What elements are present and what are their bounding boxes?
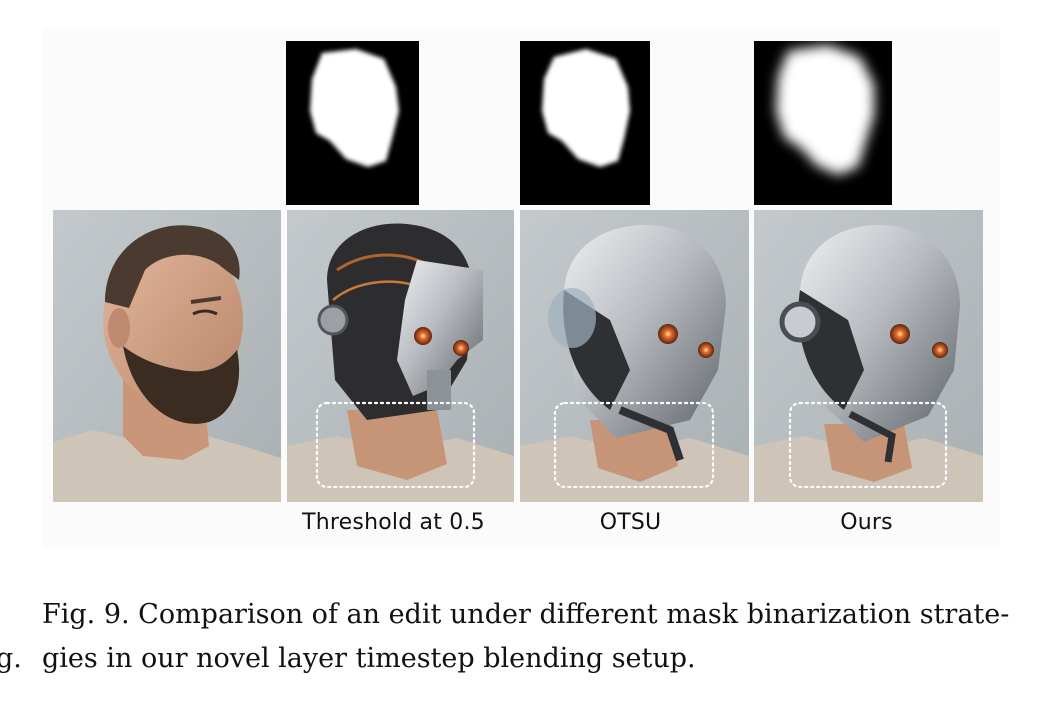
mask-ours: [754, 41, 892, 205]
caption-line-1: Fig. 9. Comparison of an edit under diff…: [42, 599, 1010, 630]
label-ours: Ours: [840, 510, 893, 535]
caption-line-2: gies in our novel layer timestep blendin…: [42, 643, 696, 674]
left-column-fragment: g.: [0, 643, 22, 674]
photo-original: [53, 210, 281, 502]
mask-threshold: [286, 41, 419, 205]
mask-otsu: [520, 41, 650, 205]
photo-otsu: [520, 210, 749, 502]
figure-caption: Fig. 9. Comparison of an edit under diff…: [42, 593, 1022, 681]
label-otsu: OTSU: [599, 510, 662, 535]
label-threshold: Threshold at 0.5: [302, 510, 485, 535]
photo-threshold: [287, 210, 514, 502]
photo-ours: [754, 210, 983, 502]
